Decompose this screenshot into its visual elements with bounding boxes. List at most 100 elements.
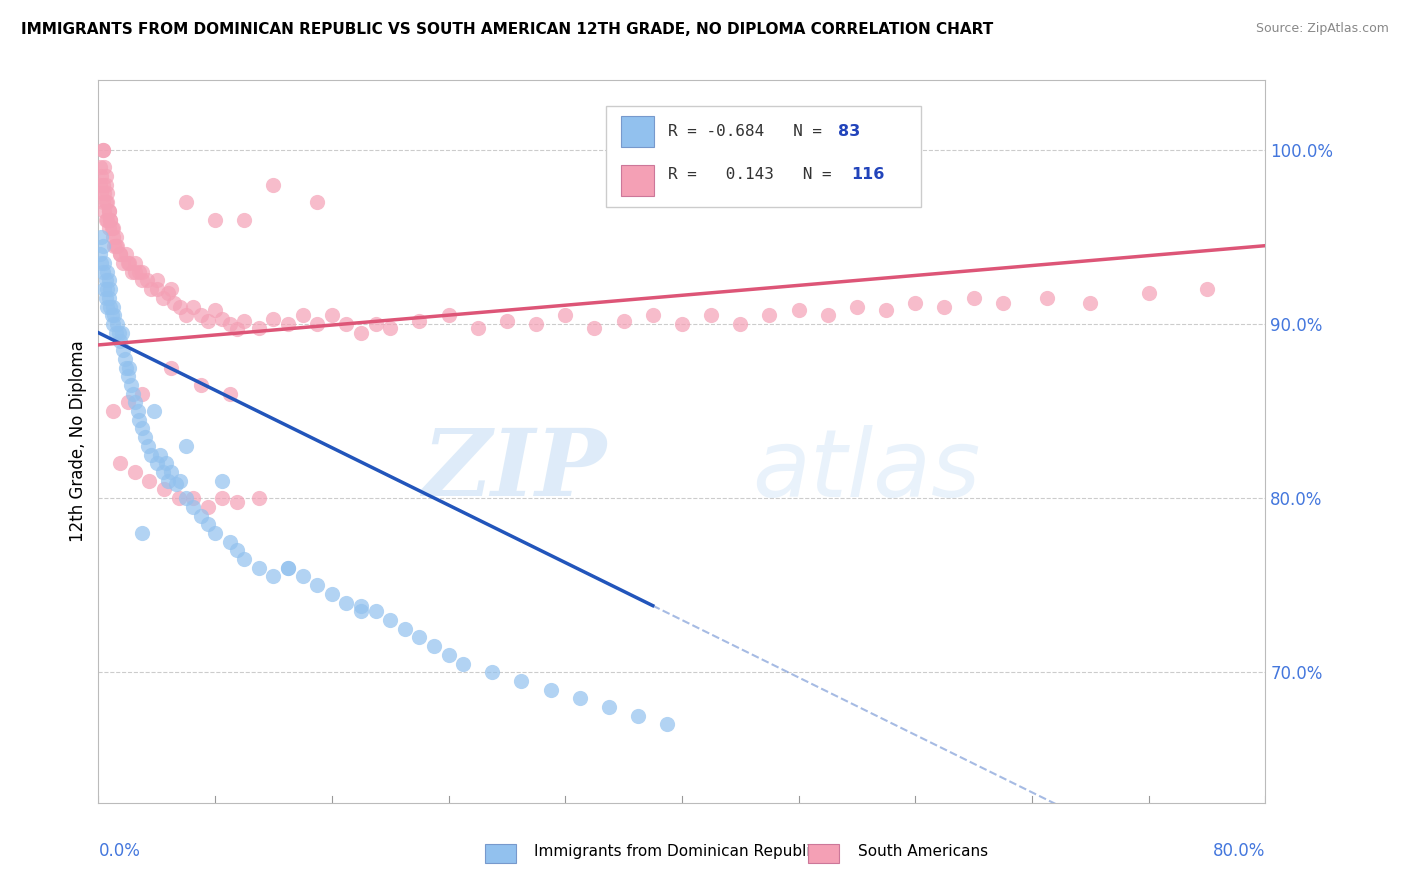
Point (149, 448, 172, 462)
Point (437, 648, 460, 662)
Point (117, 256, 139, 270)
Point (233, 552, 256, 566)
Point (218, 534, 240, 549)
Point (1035, 291, 1057, 305)
Point (991, 296, 1014, 310)
Point (169, 474, 191, 488)
Point (142, 404, 165, 418)
Point (408, 631, 430, 645)
Point (350, 326, 373, 340)
Point (934, 300, 956, 314)
Point (91, 143, 114, 157)
Point (108, 326, 131, 340)
Text: 80.0%: 80.0% (1213, 842, 1265, 860)
Point (277, 561, 299, 575)
Point (364, 317, 387, 331)
Point (204, 212, 226, 227)
Point (321, 308, 343, 322)
Point (262, 311, 284, 326)
Point (160, 465, 183, 479)
Point (233, 212, 256, 227)
Point (160, 360, 183, 375)
Point (101, 221, 124, 235)
Text: ZIP: ZIP (422, 425, 606, 516)
Point (101, 300, 124, 314)
Point (89, 178, 111, 192)
Point (155, 456, 177, 470)
Point (96, 300, 118, 314)
Point (96, 282, 118, 296)
Point (127, 404, 149, 418)
Point (307, 578, 329, 592)
Point (110, 247, 132, 261)
Point (146, 456, 169, 470)
Point (496, 313, 519, 327)
Point (118, 256, 141, 270)
Point (787, 303, 810, 318)
Point (167, 491, 190, 505)
Point (138, 474, 160, 488)
Text: 0.0%: 0.0% (98, 842, 141, 860)
Point (181, 500, 204, 514)
Point (96, 195, 118, 210)
Point (128, 413, 150, 427)
Point (467, 320, 489, 334)
Point (233, 313, 256, 327)
Point (291, 308, 314, 322)
Point (135, 273, 157, 287)
FancyBboxPatch shape (606, 105, 921, 207)
Point (112, 256, 135, 270)
Point (204, 303, 226, 318)
Point (91, 265, 114, 279)
Point (481, 665, 503, 680)
Point (904, 296, 927, 310)
Point (97, 203, 120, 218)
Point (100, 308, 122, 322)
Point (197, 517, 219, 532)
Point (121, 265, 143, 279)
Point (554, 308, 576, 322)
Point (1080, 296, 1102, 310)
Point (96, 212, 118, 227)
Point (226, 543, 249, 558)
Point (105, 238, 128, 252)
Point (165, 477, 187, 491)
Point (380, 613, 402, 627)
Point (846, 300, 869, 314)
Point (197, 313, 219, 327)
Point (94, 291, 117, 305)
Text: IMMIGRANTS FROM DOMINICAN REPUBLIC VS SOUTH AMERICAN 12TH GRADE, NO DIPLOMA CORR: IMMIGRANTS FROM DOMINICAN REPUBLIC VS SO… (21, 22, 994, 37)
Point (101, 317, 124, 331)
Point (218, 386, 240, 401)
Point (104, 326, 127, 340)
Point (962, 291, 984, 305)
Point (131, 525, 153, 540)
Point (364, 604, 387, 618)
Point (730, 317, 752, 331)
Point (90, 256, 112, 270)
Point (91, 143, 114, 157)
Point (131, 421, 153, 435)
Point (94, 195, 117, 210)
Point (139, 448, 162, 462)
Bar (621, 165, 654, 196)
Point (114, 351, 136, 366)
Point (131, 265, 153, 279)
Point (124, 256, 146, 270)
Point (181, 300, 204, 314)
Point (104, 238, 127, 252)
Point (153, 483, 176, 497)
Y-axis label: 12th Grade, No Diploma: 12th Grade, No Diploma (69, 341, 87, 542)
Text: 83: 83 (838, 124, 860, 138)
Point (104, 230, 127, 244)
Point (94, 169, 117, 183)
Text: atlas: atlas (752, 425, 980, 516)
Point (89, 161, 111, 175)
Text: R =   0.143   N =: R = 0.143 N = (668, 167, 841, 182)
Point (335, 596, 357, 610)
Point (124, 265, 146, 279)
Point (134, 430, 156, 444)
Point (1195, 282, 1218, 296)
Point (101, 230, 124, 244)
Point (115, 247, 138, 261)
